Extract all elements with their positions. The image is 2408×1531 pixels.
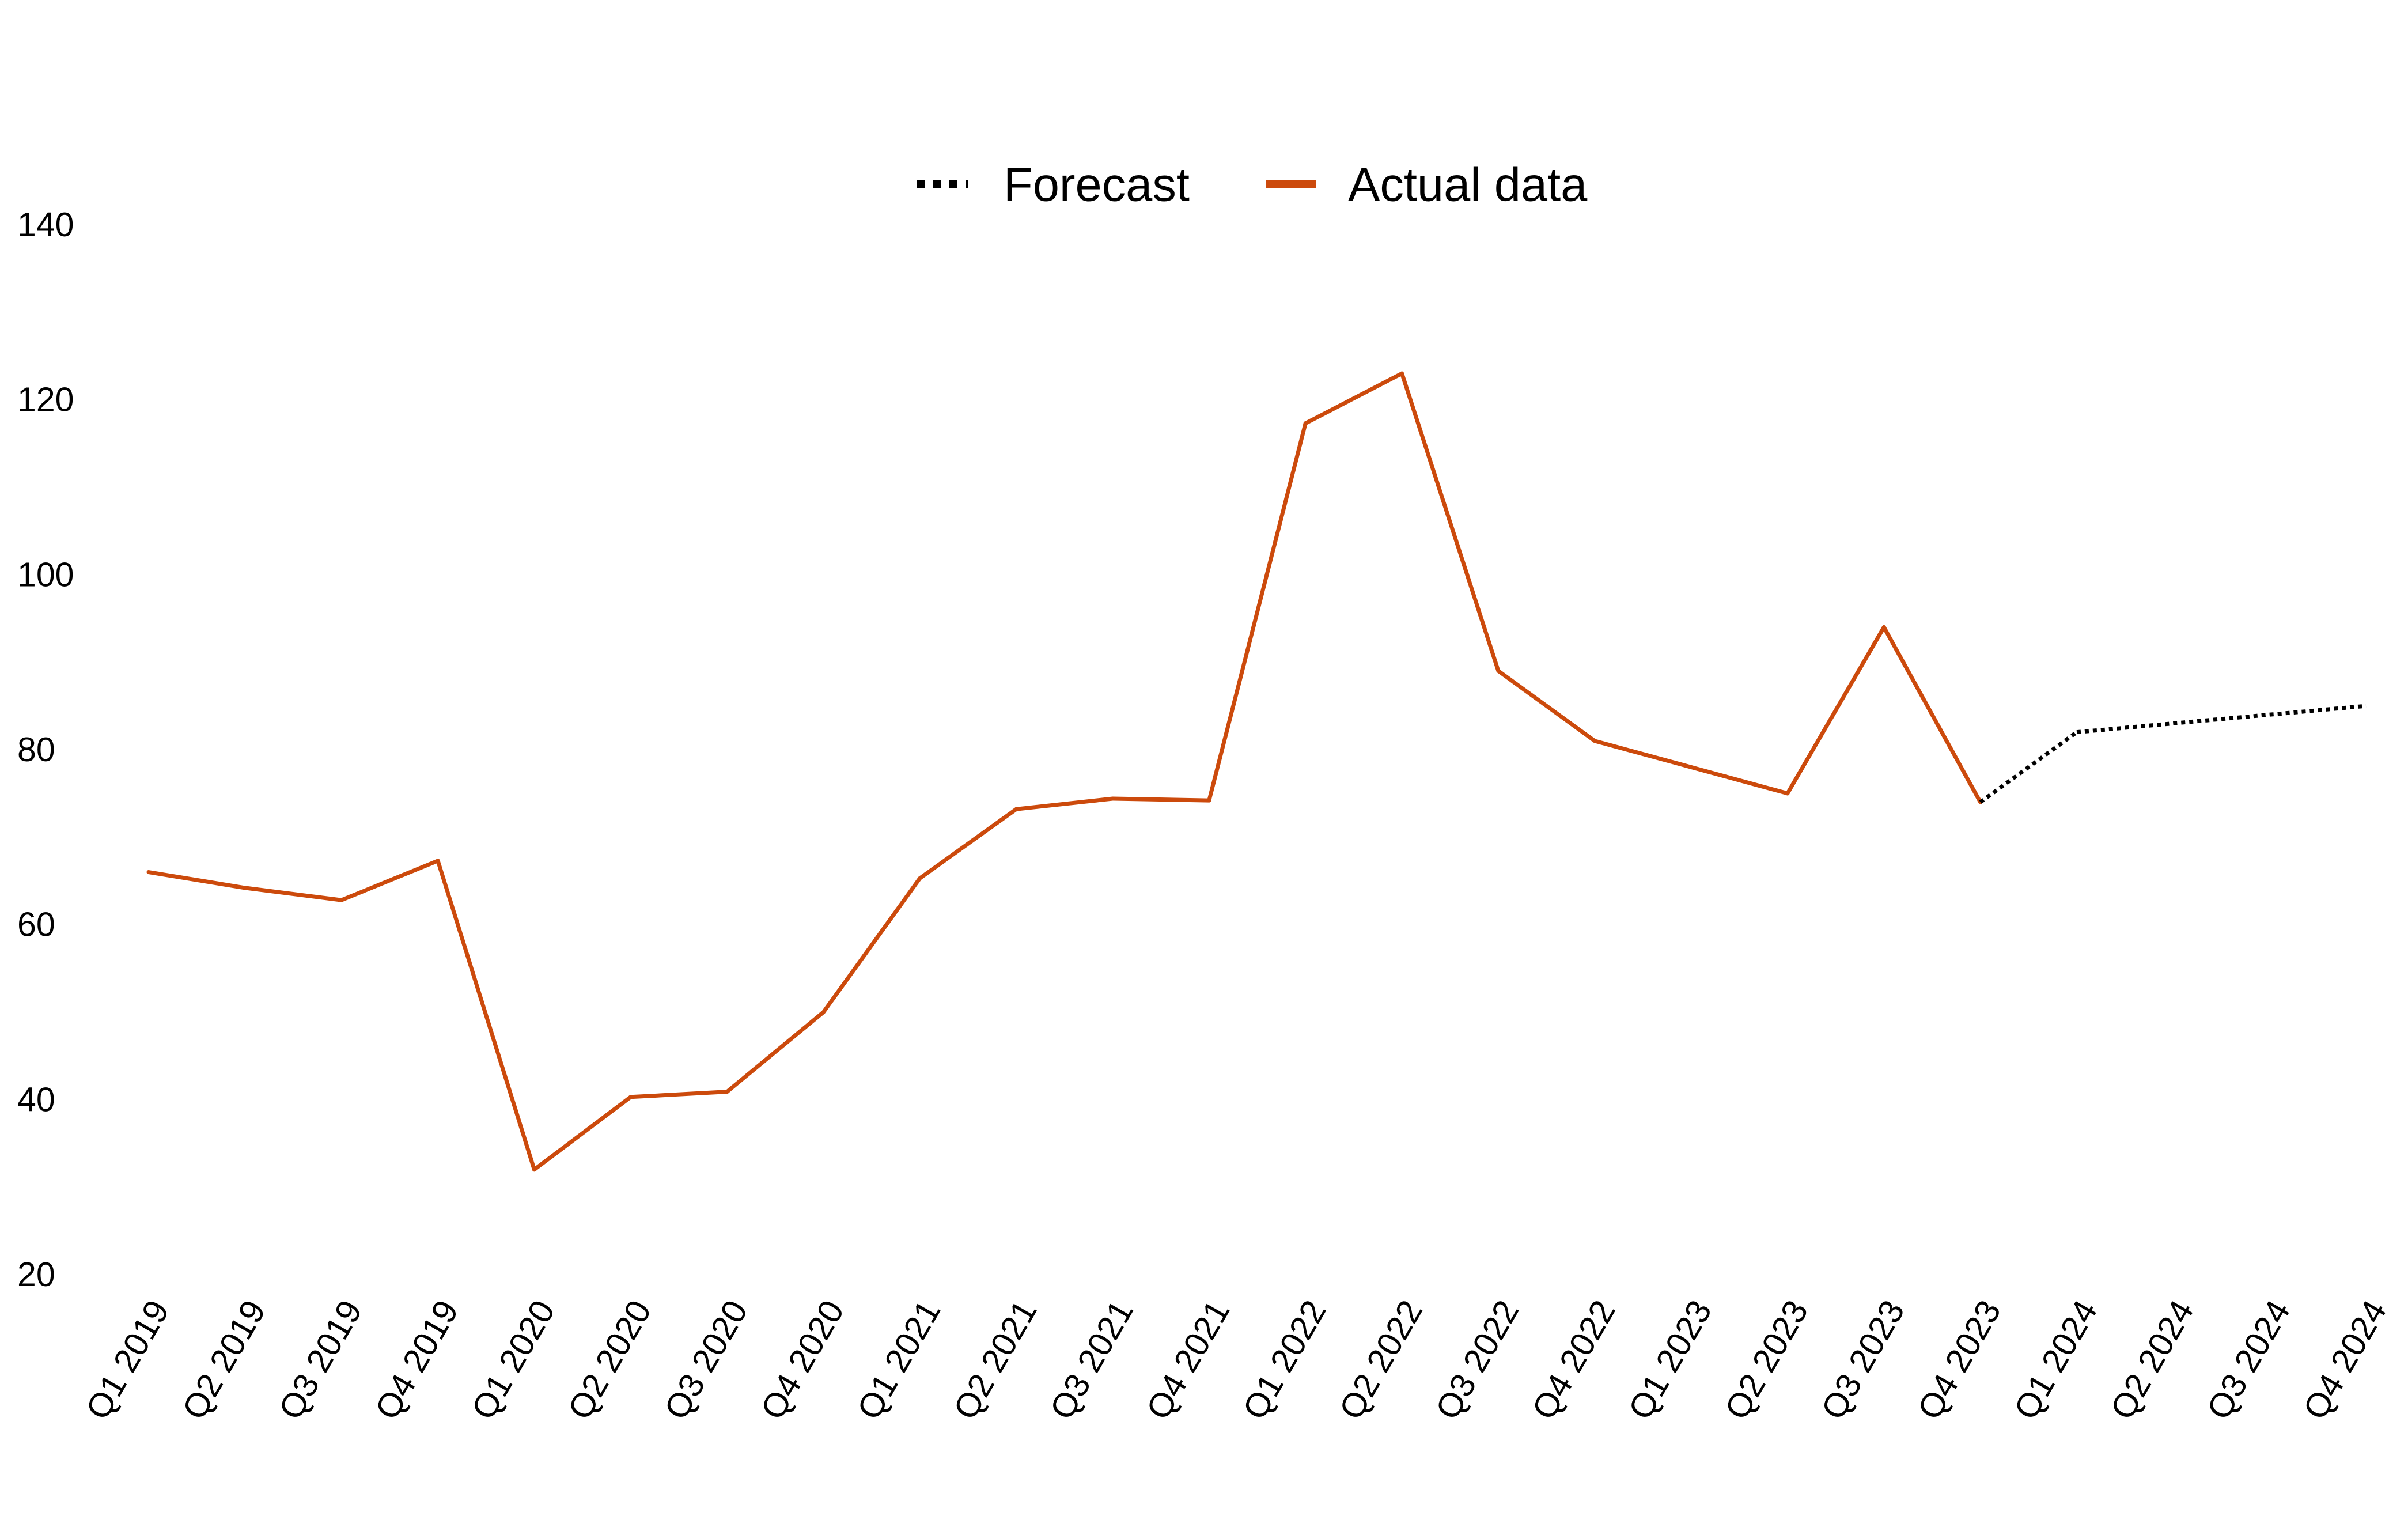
legend-label-forecast: Forecast (1004, 158, 1190, 211)
series-segment (918, 807, 1019, 880)
series-segment (243, 886, 344, 902)
series-segment (1496, 668, 1597, 743)
x-tick-label: Q1 2022 (1235, 1294, 1333, 1426)
x-tick-label: Q2 2023 (1717, 1294, 1815, 1426)
x-tick-label: Q3 2023 (1814, 1294, 1912, 1426)
x-tick-label: Q2 2024 (2103, 1294, 2201, 1426)
x-tick-label: Q3 2024 (2199, 1294, 2297, 1426)
series-segment (2076, 721, 2174, 735)
x-tick-label: Q3 2022 (1428, 1294, 1526, 1426)
y-axis-ticks: 20 40 60 80 100 120 140 (17, 206, 74, 1294)
series-forecast (1979, 704, 2367, 804)
y-tick-label: 40 (17, 1080, 55, 1118)
series-segment (1785, 625, 1886, 796)
y-tick-label: 100 (17, 555, 74, 594)
x-tick-label: Q2 2021 (946, 1294, 1044, 1426)
series-segment (628, 1090, 729, 1099)
x-tick-label: Q2 2022 (1332, 1294, 1430, 1426)
x-tick-label: Q4 2021 (1139, 1294, 1237, 1426)
legend: Forecast Actual data (917, 158, 1588, 211)
x-tick-label: Q1 2020 (464, 1294, 562, 1426)
y-tick-label: 20 (17, 1256, 55, 1294)
x-tick-label: Q3 2021 (1043, 1294, 1141, 1426)
y-tick-label: 60 (17, 906, 55, 944)
series-segment (1207, 421, 1308, 803)
series-segment (1881, 625, 1983, 804)
x-tick-label: Q3 2020 (657, 1294, 755, 1426)
y-tick-label: 80 (17, 731, 55, 769)
series-segment (821, 876, 922, 1014)
x-tick-label: Q4 2023 (1910, 1294, 2008, 1426)
series-segment (1979, 730, 2078, 804)
x-tick-label: Q1 2023 (1621, 1294, 1719, 1426)
series-segment (1592, 739, 1694, 769)
y-tick-label: 140 (17, 206, 74, 244)
legend-label-actual-data: Actual data (1348, 158, 1588, 211)
x-tick-label: Q4 2020 (754, 1294, 851, 1426)
series-segment (339, 859, 440, 902)
series-segment (1303, 371, 1404, 426)
series-segment (2173, 712, 2270, 725)
series-segment (1014, 796, 1115, 811)
series-segment (2269, 704, 2367, 717)
x-tick-label: Q4 2019 (368, 1294, 465, 1426)
x-tick-label: Q2 2019 (175, 1294, 273, 1426)
series-segment (436, 859, 536, 1172)
series-segment (532, 1095, 633, 1172)
series-segment (1689, 765, 1790, 796)
x-tick-label: Q2 2020 (561, 1294, 658, 1426)
series-actual-data (146, 371, 1983, 1172)
x-tick-label: Q1 2021 (850, 1294, 948, 1426)
series-segment (1400, 371, 1501, 673)
series-segment (1111, 796, 1211, 803)
x-tick-label: Q1 2024 (2006, 1294, 2104, 1426)
x-tick-label: Q4 2024 (2296, 1294, 2394, 1426)
x-tick-label: Q4 2022 (1524, 1294, 1622, 1426)
series-segment (146, 870, 247, 890)
series-layer (146, 371, 2367, 1172)
y-tick-label: 120 (17, 381, 74, 419)
x-tick-label: Q3 2019 (271, 1294, 369, 1426)
x-tick-label: Q1 2019 (78, 1294, 176, 1426)
series-segment (725, 1010, 826, 1094)
